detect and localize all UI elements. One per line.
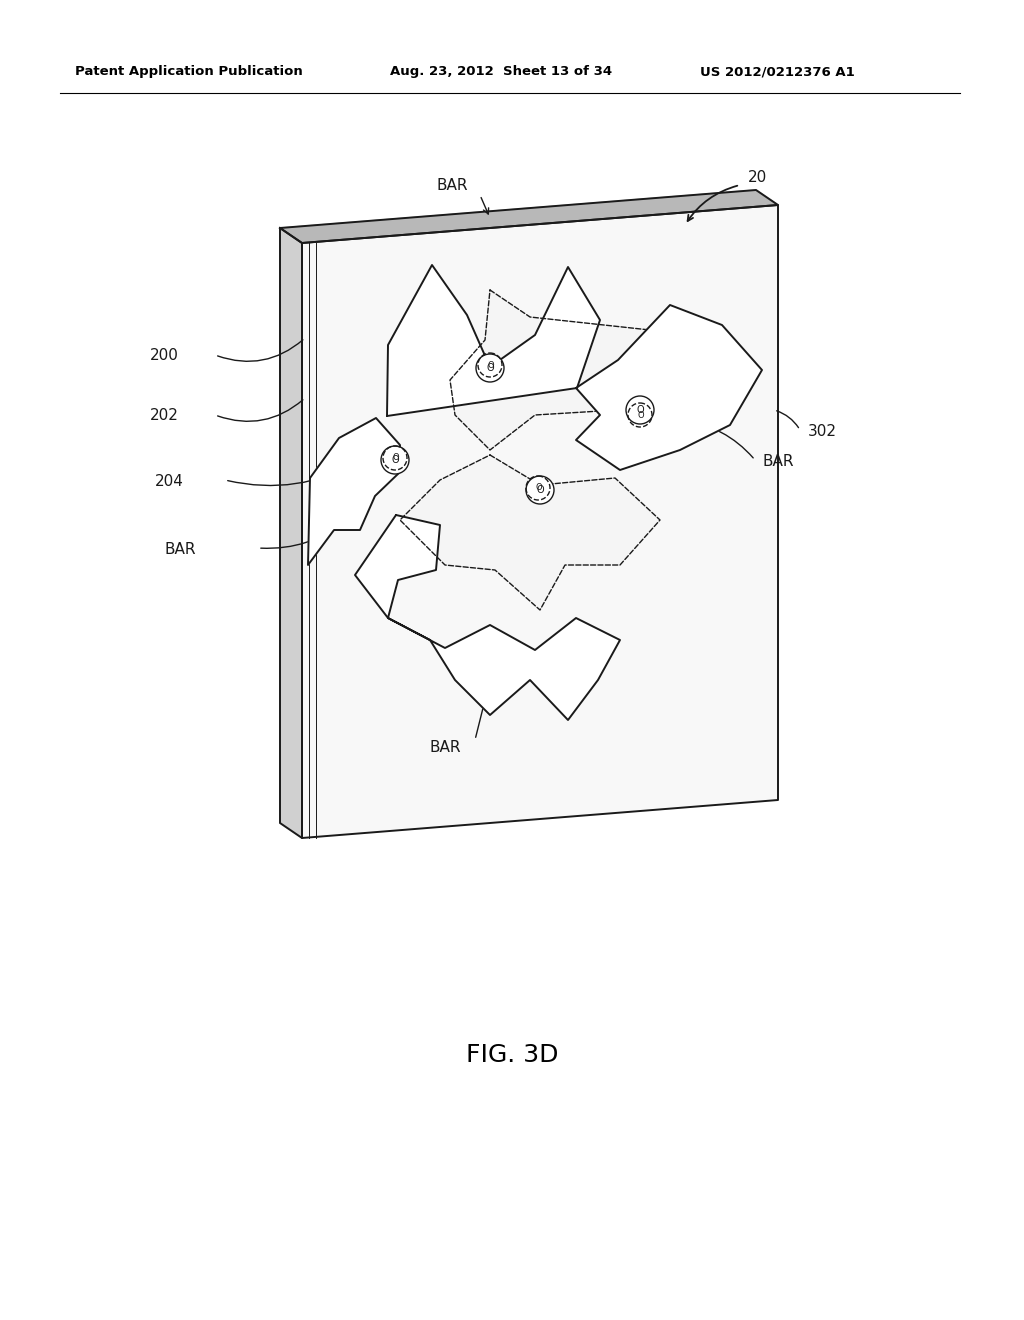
Circle shape bbox=[381, 446, 409, 474]
Polygon shape bbox=[355, 515, 440, 618]
Polygon shape bbox=[575, 305, 762, 470]
Polygon shape bbox=[308, 418, 400, 565]
Text: O: O bbox=[486, 363, 494, 374]
Polygon shape bbox=[280, 228, 302, 838]
Text: 204: 204 bbox=[155, 474, 184, 490]
Text: O: O bbox=[487, 360, 495, 370]
Polygon shape bbox=[280, 190, 778, 243]
Text: BAR: BAR bbox=[762, 454, 794, 470]
Text: FIG. 3D: FIG. 3D bbox=[466, 1043, 558, 1067]
Circle shape bbox=[626, 396, 654, 424]
Text: 20: 20 bbox=[748, 170, 767, 186]
Text: O: O bbox=[638, 411, 644, 420]
Text: US 2012/0212376 A1: US 2012/0212376 A1 bbox=[700, 66, 855, 78]
Text: O: O bbox=[536, 483, 543, 492]
Text: 202: 202 bbox=[150, 408, 179, 422]
Text: 302: 302 bbox=[808, 425, 837, 440]
Text: BAR: BAR bbox=[165, 543, 197, 557]
Text: 200: 200 bbox=[150, 347, 179, 363]
Polygon shape bbox=[400, 455, 660, 610]
Circle shape bbox=[476, 354, 504, 381]
Text: Patent Application Publication: Patent Application Publication bbox=[75, 66, 303, 78]
Text: BAR: BAR bbox=[429, 741, 461, 755]
Text: O: O bbox=[636, 405, 644, 414]
Polygon shape bbox=[387, 265, 600, 416]
Text: O: O bbox=[392, 454, 399, 462]
Polygon shape bbox=[388, 618, 620, 719]
Text: O: O bbox=[391, 455, 398, 465]
Text: Aug. 23, 2012  Sheet 13 of 34: Aug. 23, 2012 Sheet 13 of 34 bbox=[390, 66, 612, 78]
Polygon shape bbox=[450, 290, 685, 450]
Polygon shape bbox=[302, 205, 778, 838]
Text: O: O bbox=[537, 484, 544, 495]
Circle shape bbox=[526, 477, 554, 504]
Text: BAR: BAR bbox=[436, 177, 468, 193]
